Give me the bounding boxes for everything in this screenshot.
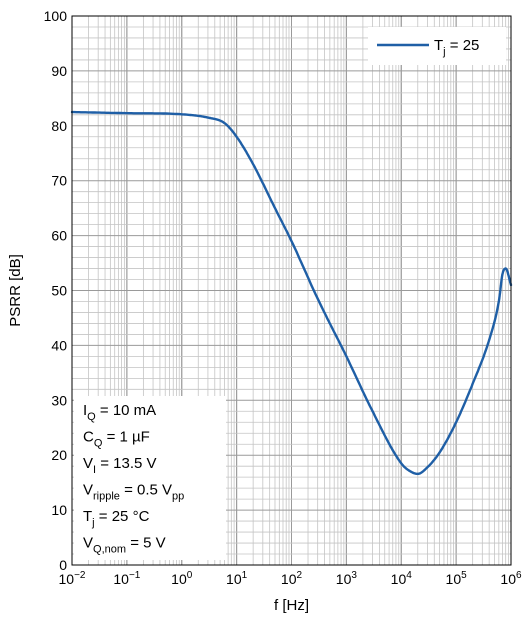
y-tick-label: 100 [44, 8, 68, 24]
x-tick-label: 103 [336, 570, 358, 587]
legend-label: Tj = 25 [434, 37, 479, 58]
y-tick-label: 10 [51, 502, 67, 518]
annotation-line: CQ = 1 µF [83, 429, 150, 450]
y-tick-label: 20 [51, 447, 67, 463]
y-tick-label: 0 [59, 557, 67, 573]
x-tick-label: 10−2 [59, 570, 86, 587]
x-tick-label: 106 [500, 570, 522, 587]
x-axis-label: f [Hz] [274, 597, 309, 614]
y-tick-label: 50 [51, 283, 67, 299]
annotation-line: Tj = 25 °C [83, 508, 150, 529]
series-line [70, 110, 513, 476]
x-tick-labels: 10−2 10−1 100 101 102 103 104 105 106 [59, 570, 523, 587]
x-tick-label: 100 [171, 570, 193, 587]
legend: Tj = 25 [368, 27, 506, 65]
x-tick-label: 10−1 [113, 570, 140, 587]
y-tick-label: 30 [51, 392, 67, 408]
plot-frame [71, 15, 512, 566]
y-tick-labels: 0 10 20 30 40 50 60 70 80 90 100 [44, 8, 68, 573]
x-tick-label: 104 [391, 570, 413, 587]
annotation-line: Vripple = 0.5 Vpp [83, 482, 184, 503]
annotation-line: VI = 13.5 V [83, 455, 157, 476]
y-tick-label: 40 [51, 337, 67, 353]
y-tick-label: 90 [51, 63, 67, 79]
y-axis-label: PSRR [dB] [7, 254, 24, 327]
y-tick-label: 70 [51, 173, 67, 189]
y-tick-label: 60 [51, 228, 67, 244]
y-tick-label: 80 [51, 118, 67, 134]
series-layer [70, 110, 513, 476]
annotation-line: IQ = 10 mA [83, 402, 156, 423]
x-tick-label: 105 [446, 570, 468, 587]
x-tick-label: 101 [226, 570, 248, 587]
annotation-line: VQ,nom = 5 V [83, 535, 166, 556]
conditions-annotation: IQ = 10 mA CQ = 1 µF VI = 13.5 V Vripple = … [74, 396, 226, 560]
x-tick-label: 102 [281, 570, 303, 587]
annotation-box [74, 396, 226, 560]
